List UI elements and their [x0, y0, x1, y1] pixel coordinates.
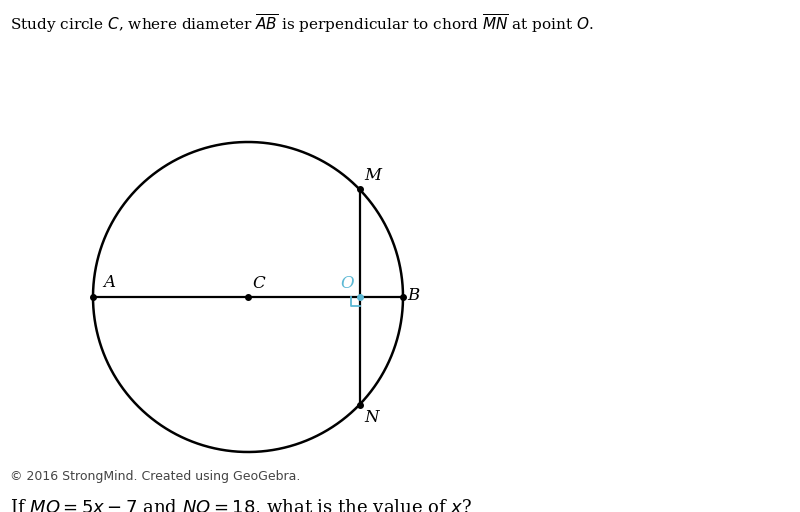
Text: N: N	[365, 409, 379, 425]
Text: © 2016 StrongMind. Created using GeoGebra.: © 2016 StrongMind. Created using GeoGebr…	[10, 470, 300, 483]
Text: C: C	[252, 275, 265, 292]
Text: O: O	[340, 275, 354, 292]
Text: A: A	[103, 274, 115, 291]
Text: M: M	[365, 167, 382, 184]
Text: If $MO = 5x - 7$ and $NO = 18$, what is the value of $x$?: If $MO = 5x - 7$ and $NO = 18$, what is …	[10, 498, 472, 512]
Text: B: B	[407, 287, 419, 304]
Text: Study circle $C$, where diameter $\overline{AB}$ is perpendicular to chord $\ove: Study circle $C$, where diameter $\overl…	[10, 12, 594, 35]
